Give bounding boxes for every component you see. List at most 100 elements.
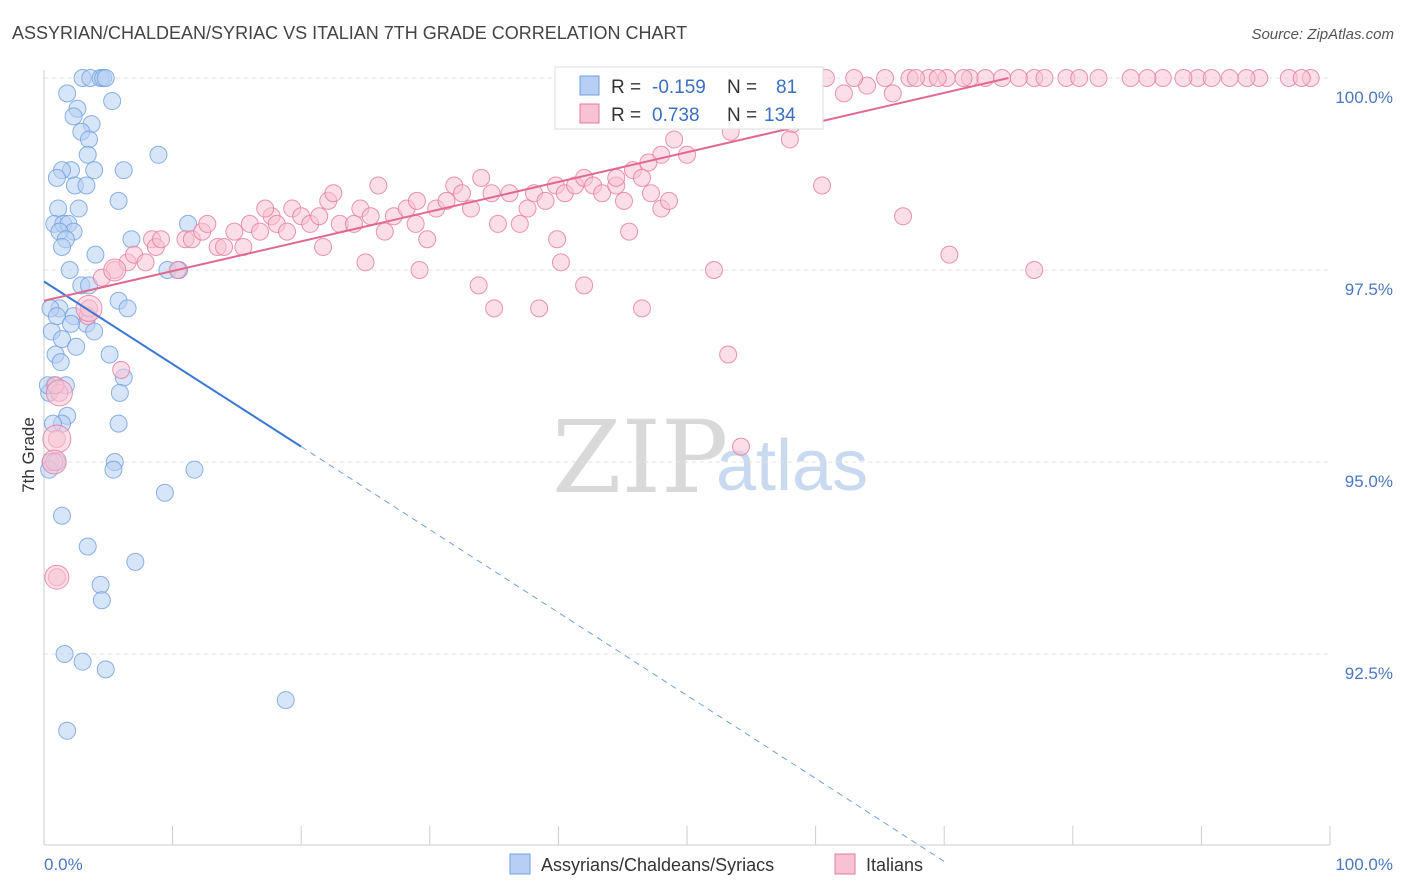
point-0-78: [77, 176, 96, 195]
point-1-44: [437, 191, 456, 210]
stats-n-label-pink: N =: [727, 105, 757, 126]
point-1-89: [575, 276, 594, 295]
point-1-135: [256, 199, 275, 218]
point-1-75: [530, 299, 549, 318]
point-1-92: [678, 145, 696, 164]
point-0-17: [47, 168, 66, 187]
point-large-0: [42, 424, 72, 454]
point-1-55: [536, 191, 555, 210]
point-1-40: [406, 214, 425, 233]
point-0-71: [58, 721, 77, 740]
point-1-85: [665, 130, 684, 149]
legend-swatch-assyrians: [509, 853, 531, 875]
point-0-14: [85, 161, 104, 180]
stats-legend-box: [554, 66, 824, 130]
series-legend: Assyrians/Chaldeans/Syriacs Italians: [509, 853, 923, 875]
point-1-125: [1035, 69, 1054, 87]
point-1-96: [834, 84, 853, 103]
legend-label-italians: Italians: [866, 855, 923, 875]
point-1-81: [894, 207, 913, 226]
x-tick-label-right: 100.0%: [1335, 855, 1393, 874]
point-1-107: [1089, 69, 1108, 87]
point-1-82: [940, 245, 959, 264]
point-0-80: [62, 314, 81, 333]
point-0-63: [78, 537, 97, 556]
gridlines: [44, 77, 1330, 655]
chart-source: Source: ZipAtlas.com: [1251, 26, 1394, 43]
stats-legend-swatch-pink: [579, 103, 600, 124]
point-0-0: [58, 84, 77, 103]
point-1-37: [375, 222, 394, 241]
stats-n-value-pink: 134: [764, 105, 796, 126]
point-1-48: [472, 168, 491, 187]
point-1-94: [780, 130, 799, 149]
point-0-77: [96, 69, 115, 87]
point-1-65: [632, 168, 651, 187]
point-1-126: [1070, 69, 1089, 87]
point-1-131: [1292, 69, 1311, 87]
point-0-41: [85, 322, 104, 341]
point-1-136: [136, 253, 155, 272]
point-1-42: [418, 230, 437, 249]
point-1-77: [705, 261, 724, 279]
point-1-129: [1202, 69, 1221, 87]
y-tick-label-1: 97.5%: [1345, 280, 1393, 299]
point-1-46: [452, 184, 471, 203]
point-1-41: [407, 191, 426, 210]
point-1-74: [485, 299, 504, 318]
stats-legend: R = -0.159 N = 81 R = 0.738 N = 134: [554, 66, 824, 130]
watermark-zip: ZIP: [552, 399, 728, 516]
legend-swatch-italians: [834, 853, 856, 875]
point-1-132: [732, 437, 751, 456]
point-1-66: [641, 184, 660, 203]
point-1-87: [620, 222, 639, 241]
point-1-25: [278, 222, 297, 241]
stats-r-label-pink: R =: [611, 105, 641, 126]
y-tick-label-2: 95.0%: [1345, 472, 1393, 491]
point-0-69: [96, 660, 115, 679]
point-0-55: [109, 414, 128, 433]
watermark: ZIP atlas: [552, 399, 868, 516]
stats-r-value-pink: 0.738: [652, 105, 700, 126]
point-1-98: [876, 69, 895, 87]
point-1-70: [215, 237, 234, 256]
point-0-6: [103, 92, 122, 111]
point-1-17: [198, 214, 217, 233]
legend-label-assyrians: Assyrians/Chaldeans/Syriacs: [541, 855, 774, 875]
trend-line-assyrians: [43, 280, 302, 448]
stats-n-label-blue: N =: [727, 77, 757, 98]
point-1-109: [1153, 69, 1172, 87]
point-1-120: [906, 69, 925, 87]
point-1-61: [593, 184, 612, 203]
point-1-72: [410, 261, 429, 279]
point-1-119: [845, 69, 864, 87]
chart-title: ASSYRIAN/CHALDEAN/SYRIAC VS ITALIAN 7TH …: [12, 23, 687, 43]
point-0-29: [122, 230, 141, 249]
point-1-22: [251, 222, 270, 241]
stats-n-value-blue: 81: [776, 77, 797, 98]
point-large-4: [41, 449, 67, 475]
point-large-5: [103, 258, 127, 282]
point-1-130: [1237, 69, 1256, 87]
point-0-47: [51, 353, 70, 372]
point-0-7: [64, 107, 83, 126]
point-1-95: [813, 176, 832, 195]
point-1-53: [518, 199, 537, 218]
point-0-67: [55, 645, 74, 663]
point-0-21: [69, 199, 88, 218]
point-0-52: [110, 383, 129, 402]
point-0-46: [100, 345, 119, 364]
point-1-19: [225, 222, 244, 241]
point-0-59: [104, 460, 123, 479]
point-large-3: [44, 564, 70, 590]
point-1-134: [314, 237, 333, 256]
point-1-50: [488, 214, 507, 233]
point-1-52: [510, 214, 529, 233]
point-1-88: [551, 253, 570, 272]
point-1-71: [356, 253, 375, 272]
point-0-30: [53, 237, 72, 256]
point-0-43: [53, 330, 72, 349]
point-0-44: [67, 337, 86, 356]
point-0-20: [49, 199, 68, 218]
